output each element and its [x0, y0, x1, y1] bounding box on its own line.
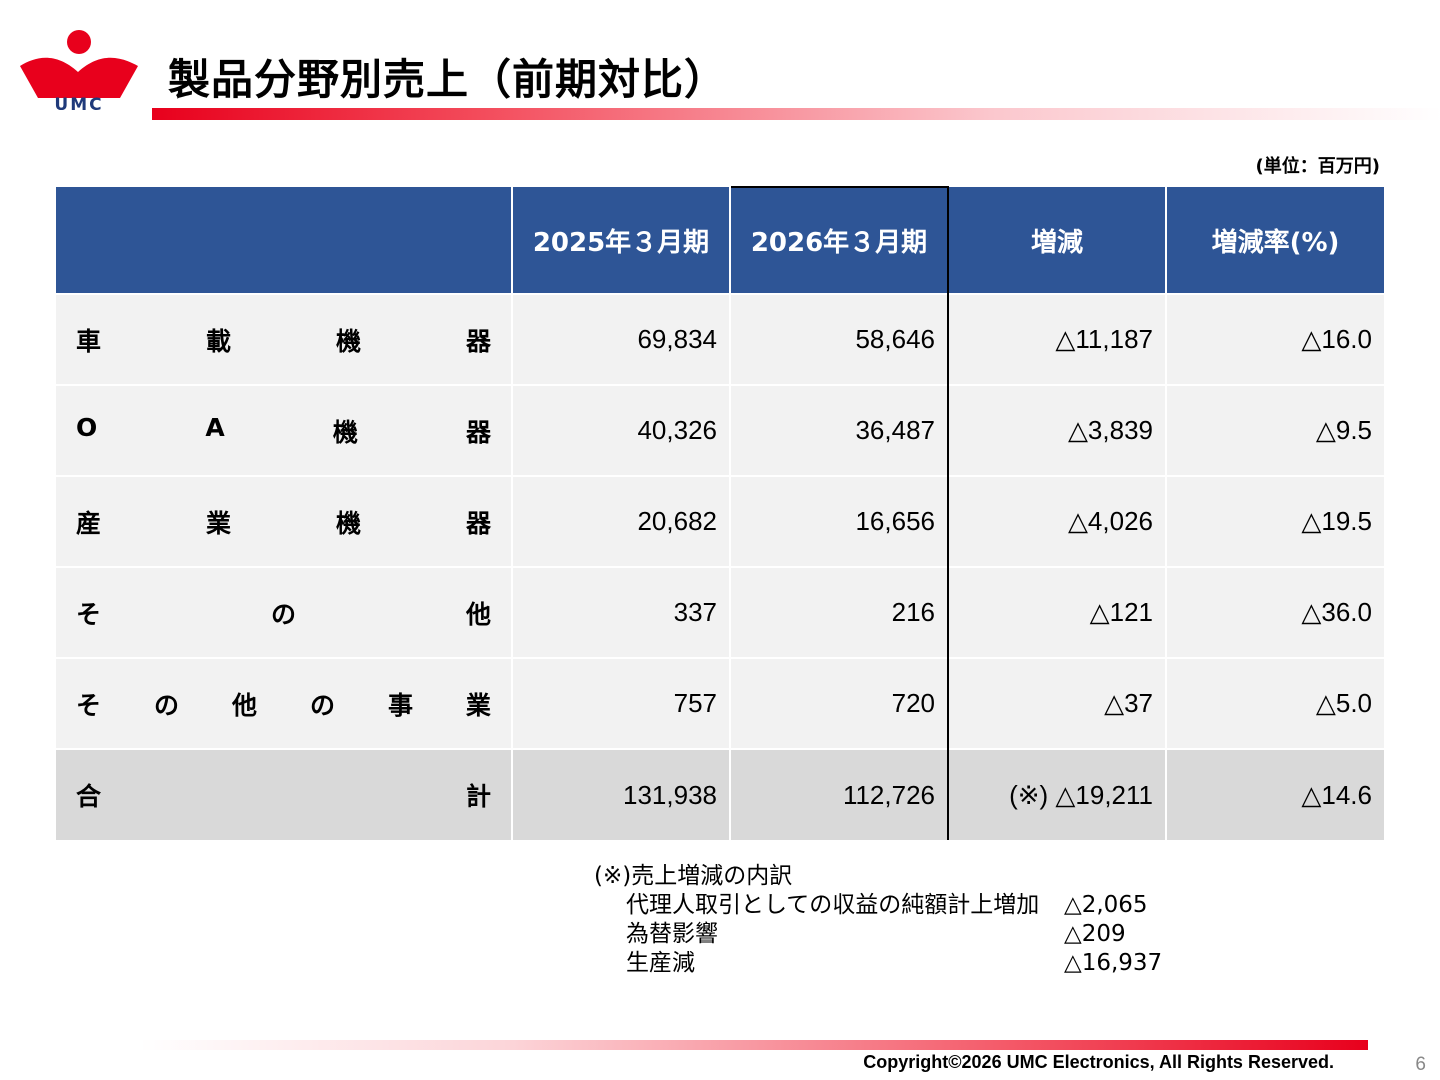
row-label-char: 業: [205, 508, 231, 538]
cell-fy2026: 58,646: [729, 293, 949, 385]
note-item-name: 代理人取引としての収益の純額計上増加: [626, 892, 1040, 918]
row-label-char: 器: [465, 326, 491, 356]
table-row: そ の 他 337 216 △121 △36.0: [56, 566, 1384, 658]
row-label-char: 機: [335, 508, 361, 538]
row-label-char: 他: [231, 690, 257, 720]
row-label-char: 業: [465, 690, 491, 720]
breakdown-note: (※)売上増減の内訳 代理人取引としての収益の純額計上増加 △2,065 為替影…: [594, 862, 1162, 978]
row-label-char: 載: [205, 326, 231, 356]
cell-fy2025: 131,938: [512, 748, 731, 840]
cell-change: (※) △19,211: [948, 748, 1167, 840]
note-item-name: 生産減: [626, 950, 695, 976]
row-label-char: の: [153, 690, 179, 720]
cell-fy2025: 20,682: [512, 475, 731, 567]
cell-change: △3,839: [948, 384, 1167, 476]
cell-change: △4,026: [948, 475, 1167, 567]
row-label-char: そ: [76, 690, 102, 720]
copyright-text: Copyright©2026 UMC Electronics, All Righ…: [863, 1052, 1334, 1072]
cell-change: △37: [948, 657, 1167, 749]
cell-fy2025: 757: [512, 657, 731, 749]
note-item: 生産減 △16,937: [594, 949, 1162, 978]
cell-fy2025: 337: [512, 566, 731, 658]
umc-logo: UMC: [20, 30, 138, 114]
header-change: 増減: [948, 187, 1167, 294]
row-label: その他: [56, 566, 513, 658]
table-row: 車 載 機 器 69,834 58,646 △11,187 △16.0: [56, 293, 1384, 385]
table-header-row: 2025年３月期 2026年３月期 増減 増減率(%): [56, 186, 1384, 294]
row-label-char: O: [76, 412, 98, 442]
row-label-char: 他: [465, 599, 491, 629]
sales-table: 2025年３月期 2026年３月期 増減 増減率(%) 車載機器 69,834 58…: [56, 186, 1384, 840]
cell-fy2026: 216: [729, 566, 949, 658]
row-label: 車載機器: [56, 293, 513, 385]
header-change-rate: 増減率(%): [1166, 187, 1384, 294]
svg-text:UMC: UMC: [54, 95, 103, 114]
title-underline: [152, 108, 1440, 120]
cell-fy2026: 112,726: [729, 748, 949, 840]
footer-gradient-bar: [140, 1040, 1368, 1050]
table-row: O A 機 器 40,326 36,487 △3,839 △9.5: [56, 384, 1384, 476]
row-label-char: の: [270, 599, 296, 629]
row-label-char: 計: [465, 782, 491, 811]
cell-change-rate: △5.0: [1166, 657, 1384, 749]
row-label-char: 器: [465, 508, 491, 538]
row-label-char: そ: [76, 599, 102, 629]
cell-change-rate: △19.5: [1166, 475, 1384, 567]
row-label-char: 器: [465, 417, 491, 447]
row-label-char: A: [205, 412, 225, 442]
note-item-value: △209: [1064, 921, 1126, 947]
note-item: 為替影響 △209: [594, 920, 1162, 949]
header-category: [56, 187, 513, 294]
table-row: そ の 他 の 事 業 757 720 △37 △5.0: [56, 657, 1384, 749]
note-item-value: △2,065: [1064, 892, 1148, 918]
cell-change-rate: △36.0: [1166, 566, 1384, 658]
row-label-char: 産: [76, 508, 102, 538]
unit-label: (単位：百万円): [1255, 156, 1380, 177]
note-item-name: 為替影響: [626, 921, 718, 947]
cell-fy2025: 69,834: [512, 293, 731, 385]
note-item-value: △16,937: [1064, 950, 1163, 976]
row-label-char: 車: [76, 326, 102, 356]
cell-change-rate: △14.6: [1166, 748, 1384, 840]
table-row: 合計 131,938 112,726 (※) △19,211 △14.6: [56, 748, 1384, 840]
row-label-char: の: [309, 690, 335, 720]
row-label-char: 機: [335, 326, 361, 356]
row-label-char: 機: [332, 417, 358, 447]
cell-fy2026: 720: [729, 657, 949, 749]
note-title: (※)売上増減の内訳: [594, 863, 793, 889]
cell-fy2025: 40,326: [512, 384, 731, 476]
row-label: 産業機器: [56, 475, 513, 567]
note-item: 代理人取引としての収益の純額計上増加 △2,065: [594, 891, 1162, 920]
row-label: 合計: [56, 748, 513, 840]
row-label-char: 合: [76, 782, 102, 811]
page-number: 6: [1415, 1054, 1426, 1075]
row-label-char: 事: [387, 690, 413, 720]
cell-fy2026: 36,487: [729, 384, 949, 476]
cell-change: △11,187: [948, 293, 1167, 385]
table-row: 産 業 機 器 20,682 16,656 △4,026 △19.5: [56, 475, 1384, 567]
cell-fy2026: 16,656: [729, 475, 949, 567]
header-fy2026: 2026年３月期: [729, 186, 949, 294]
cell-change-rate: △16.0: [1166, 293, 1384, 385]
cell-change: △121: [948, 566, 1167, 658]
page-title: 製品分野別売上（前期対比）: [168, 55, 728, 104]
header-fy2025: 2025年３月期: [512, 187, 731, 294]
row-label: その他の事業: [56, 657, 513, 749]
cell-change-rate: △9.5: [1166, 384, 1384, 476]
